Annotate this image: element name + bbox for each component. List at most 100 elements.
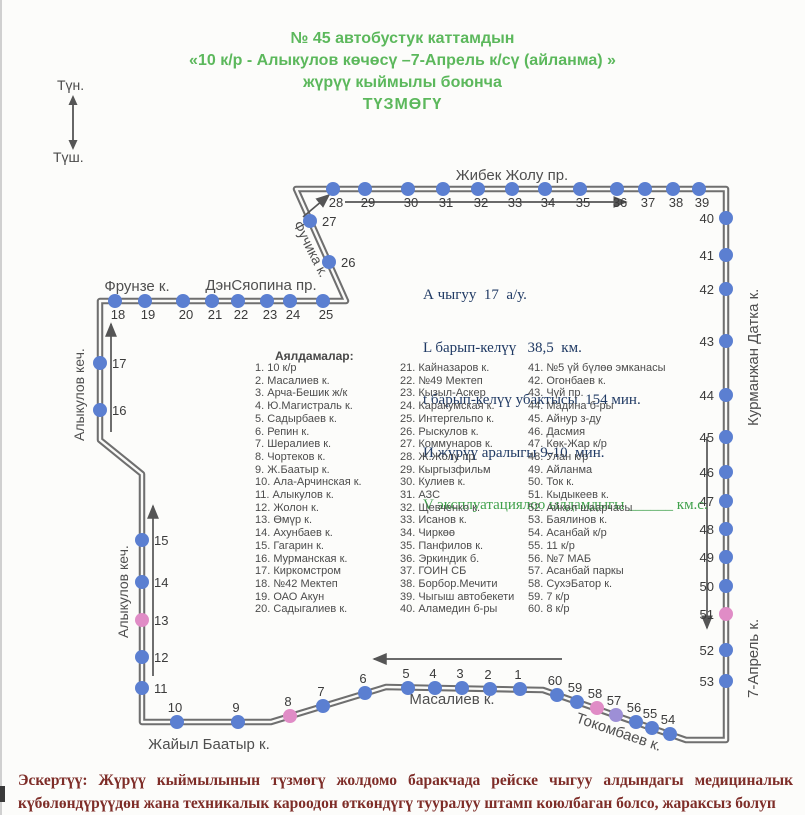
street-label: Жайыл Баатыр к. xyxy=(148,736,270,753)
stop-list-item: 9. Ж.Баатыр к. xyxy=(255,463,330,476)
stop-number-label: 23 xyxy=(263,307,277,322)
stop-list-item: 25. Интергельпо к. xyxy=(400,412,495,425)
stop-number-label: 42 xyxy=(700,282,714,297)
route-info-time: t барып-келүү убактысы 154 мин. xyxy=(423,392,641,408)
stop-dot xyxy=(135,613,149,627)
stop-number-label: 55 xyxy=(643,706,657,721)
stop-dot xyxy=(719,579,733,593)
stop-number-label: 10 xyxy=(168,700,182,715)
stop-dot xyxy=(719,430,733,444)
stop-list-item: 24. Каракумская к. xyxy=(400,400,495,413)
stop-list-item: 18. №42 Мектеп xyxy=(255,577,338,590)
stop-number-label: 24 xyxy=(286,307,300,322)
footer-note-text: Жүрүү кыймылынын түзмөгү жолдомо баракча… xyxy=(18,772,793,812)
stop-number-label: 22 xyxy=(234,307,248,322)
stop-number-label: 34 xyxy=(541,195,555,210)
stop-list-item: 34. Чиркөө xyxy=(400,527,455,540)
stop-number-label: 46 xyxy=(700,465,714,480)
stop-list-item: 32. Щевченко к. xyxy=(400,501,481,514)
stops-list-column-2: 21. Кайназаров к. 22. №49 Мектеп 23. Кызыл… xyxy=(400,362,514,616)
street-label: 7-Апрель к. xyxy=(745,619,762,698)
stop-list-item: 57. Асанбай паркы xyxy=(528,565,624,578)
stop-list-item: 46. Дасмия xyxy=(528,425,586,438)
stop-list-item: 28. Ж.Жолу пр. xyxy=(400,450,478,463)
stop-number-label: 51 xyxy=(700,607,714,622)
direction-arrow xyxy=(302,193,331,218)
stop-dot xyxy=(316,699,330,713)
stop-number-label: 28 xyxy=(329,195,343,210)
stop-list-item: 11. Алыкулов к. xyxy=(255,489,334,502)
stop-list-item: 43. Чүй пр. xyxy=(528,387,584,400)
street-label: Алыкулов кеч. xyxy=(115,545,131,638)
stop-number-label: 26 xyxy=(341,255,355,270)
stop-dot xyxy=(93,356,107,370)
stop-list-item: 7. Шералиев к. xyxy=(255,438,332,451)
stop-number-label: 47 xyxy=(700,494,714,509)
stop-dot xyxy=(638,182,652,196)
stop-number-label: 2 xyxy=(484,667,491,682)
stop-dot xyxy=(719,607,733,621)
route-outline-core xyxy=(98,187,728,742)
stop-number-label: 5 xyxy=(402,666,409,681)
stop-number-label: 1 xyxy=(514,667,521,682)
stops-list-column-3: 41. №5 үй бүлөө эмканасы 42. Огонбаев к. 4… xyxy=(528,362,665,616)
route-info-box: А чыгуу 17 а/у. L барып-келүү 38,5 км. t… xyxy=(423,252,708,550)
stop-list-item: 15. Гагарин к. xyxy=(255,539,324,552)
stop-list-item: 48. Улан к/р xyxy=(528,450,589,463)
stop-list-item: 6. Репин к. xyxy=(255,425,310,438)
stop-number-label: 43 xyxy=(700,334,714,349)
stop-number-label: 12 xyxy=(154,650,168,665)
compass: Түн. Түш. xyxy=(53,77,84,165)
footer-note: Эскертүү: Жүрүү кыймылынын түзмөгү жолдо… xyxy=(18,769,793,815)
stop-dot xyxy=(719,550,733,564)
stop-list-item: 40. Аламедин б-ры xyxy=(400,603,498,616)
stop-dot xyxy=(135,533,149,547)
stop-list-item: 60. 8 к/р xyxy=(528,603,570,616)
stop-dot xyxy=(629,715,643,729)
stop-dot xyxy=(719,465,733,479)
stop-number-label: 35 xyxy=(576,195,590,210)
stop-dot xyxy=(719,643,733,657)
stop-dot xyxy=(138,294,152,308)
stop-list-item: 51. Кыдыкеев к. xyxy=(528,489,609,502)
stop-dot xyxy=(692,182,706,196)
street-label: Алыкулов кеч. xyxy=(71,348,87,441)
stop-list-item: 13. Өмүр к. xyxy=(255,514,313,527)
stop-list-item: 53. Баялинов к. xyxy=(528,514,608,527)
stop-dot xyxy=(719,334,733,348)
stop-dot xyxy=(401,681,415,695)
stop-number-label: 38 xyxy=(669,195,683,210)
stop-dot xyxy=(135,575,149,589)
stop-dot xyxy=(719,494,733,508)
scan-edge-artifact xyxy=(0,0,2,815)
stop-list-item: 37. ГОИН СБ xyxy=(400,565,467,578)
stop-number-label: 7 xyxy=(317,684,324,699)
stop-list-item: 36. Эркиндик б. xyxy=(400,552,480,565)
stop-list-item: 31. АЗС xyxy=(400,489,441,502)
stop-dot xyxy=(358,686,372,700)
stop-list-item: 56. №7 МАБ xyxy=(528,552,592,565)
stop-number-label: 40 xyxy=(700,211,714,226)
street-label: Курманжан Датка к. xyxy=(745,289,762,426)
stop-dot xyxy=(205,294,219,308)
stop-dot xyxy=(719,211,733,225)
stop-list-item: 29. Кыргызфильм xyxy=(400,463,491,476)
stop-number-label: 18 xyxy=(111,307,125,322)
street-label: Жибек Жолу пр. xyxy=(456,167,568,184)
scan-corner-artifact xyxy=(0,786,5,802)
stop-list-item: 10. Ала-Арчинская к. xyxy=(255,476,362,489)
stop-list-item: 58. СухэБатор к. xyxy=(528,577,613,590)
stop-number-label: 11 xyxy=(154,681,168,696)
compass-south-arrowhead-icon xyxy=(68,140,78,150)
stop-list-item: 55. 11 к/р xyxy=(528,539,575,552)
stop-number-label: 30 xyxy=(404,195,418,210)
stop-dot xyxy=(428,681,442,695)
stop-list-item: 4. Ю.Магистраль к. xyxy=(255,400,353,413)
stop-number-label: 58 xyxy=(588,686,602,701)
direction-arrows xyxy=(105,193,713,676)
stop-list-item: 23. Кызыл-Аскер xyxy=(400,387,486,400)
stop-number-label: 3 xyxy=(456,666,463,681)
stop-dot xyxy=(135,650,149,664)
stop-dot xyxy=(538,182,552,196)
